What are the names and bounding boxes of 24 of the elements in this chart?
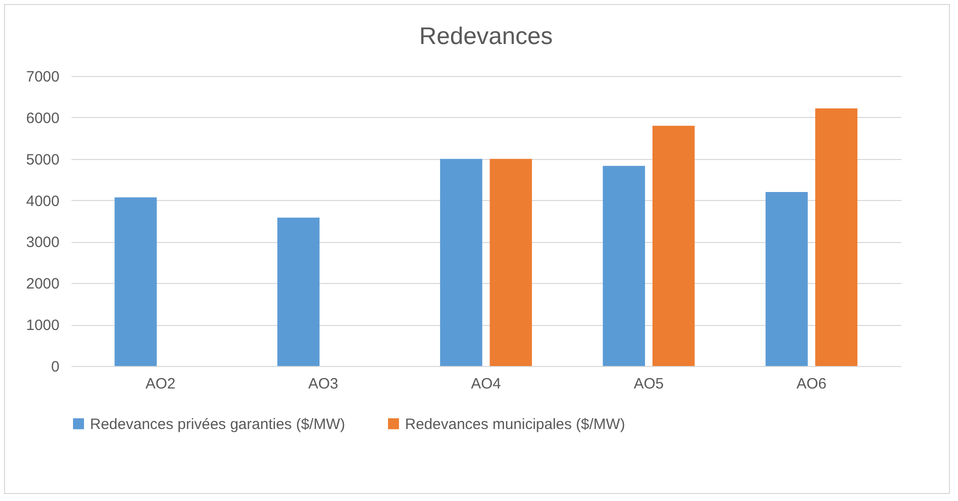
y-tick-label: 7000 [26, 68, 60, 86]
y-tick-label: 1000 [26, 317, 60, 334]
chart-title: Redevances [419, 23, 553, 50]
bar [815, 108, 858, 366]
x-tick-label: AO2 [146, 376, 176, 392]
bar [114, 197, 157, 366]
y-tick-label: 6000 [26, 110, 60, 127]
bar [652, 126, 695, 366]
x-tick-label: AO4 [470, 376, 502, 392]
x-tick-label: AO3 [308, 376, 338, 392]
y-tick-label: 4000 [26, 192, 60, 210]
y-tick-label: 2000 [26, 276, 60, 293]
bar [766, 192, 808, 366]
x-tick-label: AO6 [796, 376, 826, 392]
x-tick-label: AO5 [634, 376, 664, 392]
bar [440, 158, 482, 366]
bar [490, 158, 532, 366]
legend-label: Redevances privées garanties ($/MW) [90, 416, 346, 433]
y-tick-label: 5000 [26, 151, 60, 168]
bar [602, 166, 646, 366]
bar [277, 218, 320, 366]
y-tick-label: 0 [51, 358, 60, 376]
legend-label: Redevances municipales ($/MW) [405, 416, 626, 433]
y-tick-label: 3000 [26, 234, 60, 252]
